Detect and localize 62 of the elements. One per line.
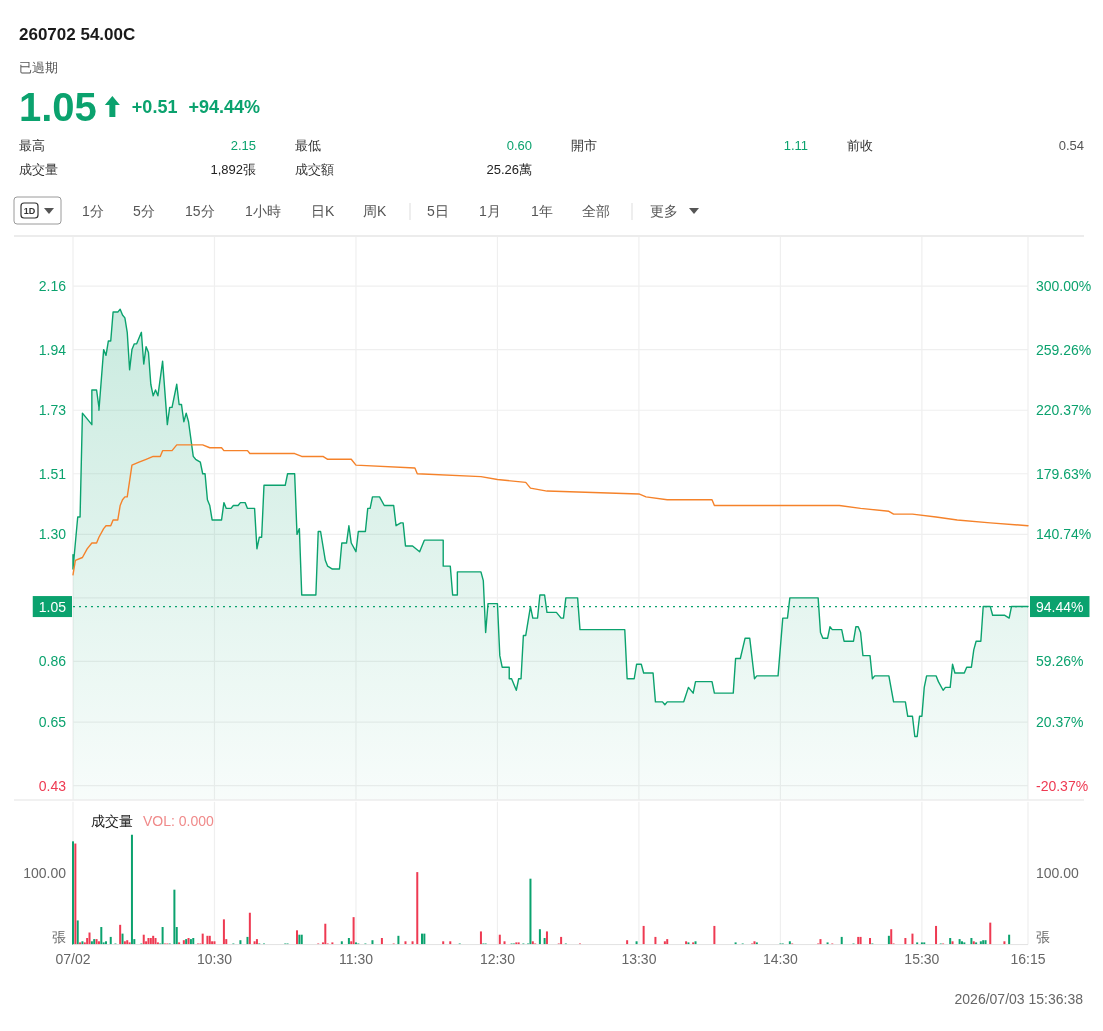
text: 前收 (847, 138, 873, 153)
y-tick-label: 0.43 (38, 777, 67, 794)
x-tick-label: 14:30 (762, 951, 799, 968)
y-tick-label: 2.16 (38, 278, 67, 295)
y2-tick-label: 20.37% (1036, 714, 1084, 731)
x-tick-label: 11:30 (338, 951, 374, 968)
text: 1分 (82, 203, 104, 219)
text: 更多 (650, 203, 678, 219)
text: 成交額 (295, 162, 334, 177)
text: 1月 (479, 203, 501, 219)
text: 成交量 (19, 162, 58, 177)
text: +0.51 (131, 97, 178, 117)
x-tick-label: 13:30 (621, 951, 657, 968)
text: 張 (52, 929, 66, 945)
text: 25.26萬 (486, 162, 532, 177)
y2-tick-label: 59.26% (1036, 653, 1084, 670)
text: 周K (363, 203, 387, 219)
y-tick-label: 0.86 (38, 653, 67, 670)
text: 最低 (295, 138, 321, 153)
y2-tick-label: 220.37% (1036, 402, 1092, 419)
text: 5日 (427, 203, 449, 219)
text: 15分 (185, 203, 215, 219)
x-tick-label: 16:15 (1010, 951, 1046, 968)
text: 2026/07/03 15:36:38 (954, 991, 1084, 1007)
y2-tick-label: 140.74% (1036, 526, 1092, 543)
annotation: 94.44% (1036, 598, 1084, 615)
text: 1D (23, 206, 36, 216)
y-tick-label: 1.51 (38, 465, 67, 482)
text: 1.05 (19, 85, 97, 129)
text: 日K (311, 203, 335, 219)
y-tick-label: 1.30 (38, 526, 67, 543)
text: 張 (1036, 929, 1050, 945)
y2-tick-label: 259.26% (1036, 341, 1092, 358)
text: 已過期 (19, 60, 58, 75)
text: 0.60 (506, 138, 532, 153)
x-tick-label: 12:30 (479, 951, 516, 968)
y-tick-label: 1.73 (38, 402, 67, 419)
y-tick-label: 1.94 (38, 341, 67, 358)
x-tick-label: 15:30 (904, 951, 940, 968)
text: 100.00 (1036, 865, 1080, 882)
y2-tick-label: 179.63% (1036, 465, 1092, 482)
ref-line-label: 1.05 (38, 598, 67, 615)
y-tick-label: 0.65 (38, 714, 67, 731)
y2-tick-label: 300.00% (1036, 278, 1092, 295)
text: +94.44% (188, 97, 260, 117)
text: 最高 (19, 138, 45, 153)
text: 開市 (571, 138, 597, 153)
chart-subtitle: VOL: 0.000 (143, 812, 215, 829)
text: 1年 (531, 203, 553, 219)
text: 2.15 (230, 138, 256, 153)
text: 1.11 (783, 138, 808, 153)
text: 5分 (133, 203, 155, 219)
text: 260702 54.00C (19, 25, 136, 44)
x-tick-label: 07/02 (55, 951, 91, 968)
y2-tick-label: -20.37% (1036, 777, 1089, 794)
text: 1小時 (245, 203, 281, 219)
text: 100.00 (23, 865, 67, 882)
text: 0.54 (1058, 138, 1084, 153)
text: 1,892張 (210, 162, 256, 177)
text: 全部 (582, 203, 610, 219)
chart-title: 成交量 (91, 812, 133, 829)
x-tick-label: 10:30 (196, 951, 233, 968)
